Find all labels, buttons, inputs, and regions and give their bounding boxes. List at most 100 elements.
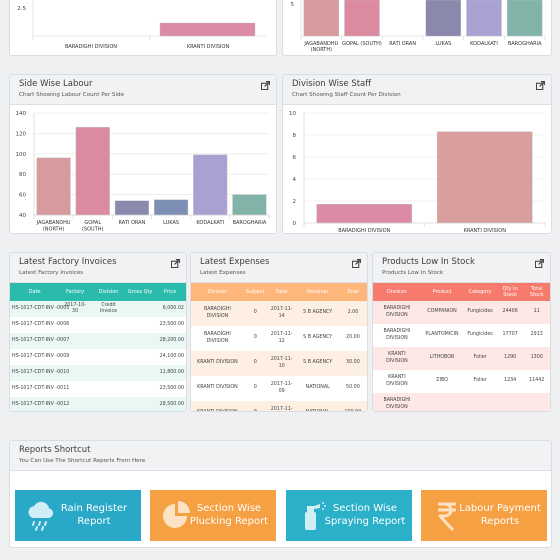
labour-payment-report-button[interactable]: Labour Payment Reports [421,490,547,541]
table-cell: 0 [244,401,267,411]
bar[interactable] [114,200,149,216]
table-row[interactable]: BARADIGHI DIVISION PLANTOMICIN Fungicides 1… [373,324,550,347]
table-row[interactable]: BARADIGHI DIVISION COMPANION Fungicides 244… [373,301,550,324]
table-row[interactable]: HS-1017-CDT-INV -0006 23,500.00 [10,317,186,333]
table-cell: Fungicides [467,332,493,338]
external-link-icon[interactable] [171,259,180,268]
top-right-chart-panel: 5 JAGABANDHU (NORTH) GOPAL (SOUTH) RATI ORAN… [282,0,552,56]
x-tick-label: BARADIGHI DIVISION [65,44,117,50]
table-row[interactable]: KRANTI DIVISION 0 2017-11- 09 NATIONAL 50.00 [191,376,367,401]
column-header[interactable]: Subject [245,289,265,295]
table-cell [126,397,154,411]
table-row[interactable]: BARADIGHI DIVISION [373,393,550,411]
x-tick-label: JAGABANDHU [36,220,71,226]
table-cell: HS-1017-CDT-INV -0005 [12,305,70,311]
bar[interactable] [193,154,228,216]
table-row[interactable]: HS-1017-CDT-INV -0005 2017-10-30 Credit In… [10,301,186,317]
rupee-icon [438,502,456,532]
low-stock-panel: Products Low In Stock Products Low In St… [372,252,551,412]
column-header[interactable]: Date [28,289,41,295]
column-header[interactable]: Division [386,289,407,295]
column-header[interactable]: Total [347,289,359,295]
column-header[interactable]: Qty In Stock [502,286,518,298]
table-cell: BARADIGHI DIVISION [203,307,231,319]
bar[interactable] [232,194,267,216]
panel-title: Latest Expenses [200,257,270,267]
shortcut-label: Rain Register Report [60,503,128,527]
table-cell: BARADIGHI DIVISION [383,398,411,410]
table-cell: 23,500.00 [159,321,184,327]
table-row[interactable]: KRANTI DIVISION LITHOBOR Folier 1290 1300 [373,347,550,370]
column-header[interactable]: Division [98,289,119,295]
external-link-icon[interactable] [536,81,545,90]
y-tick-label: 80 [19,172,26,178]
bar[interactable] [316,204,413,224]
column-header[interactable]: Gross Qty [127,289,153,295]
panel-subtitle: Latest Factory Invoices [19,270,84,276]
y-tick-label: 2.5 [17,6,26,12]
table-cell: KRANTI DIVISION [386,352,408,364]
panel-title: Latest Factory Invoices [19,257,117,267]
table-row[interactable]: BARADIGHI DIVISION 0 2017-11- 12 S B AGENCY… [191,326,367,351]
column-header[interactable]: Date [275,289,288,295]
table-cell: 2017-11- 07 [270,407,293,412]
bar[interactable] [466,0,502,37]
top-left-chart: 3 2.5 BARADIGHI DIVISION KRANTI DIVISION [17,0,266,50]
rain-register-report-button[interactable]: Rain Register Report [15,490,141,541]
bar[interactable] [506,0,543,37]
external-link-icon[interactable] [352,259,361,268]
external-link-icon[interactable] [261,81,270,90]
table-cell: HS-1017-CDT-INV -0010 [12,369,70,375]
bar[interactable] [36,157,71,216]
column-header[interactable]: Division [207,289,228,295]
table-row[interactable]: HS-1017-CDT-INV -0007 28,200.00 [10,333,186,349]
table-cell: 1234 [504,378,517,384]
table-row[interactable]: HS-1017-CDT-INV -0011 23,500.00 [10,381,186,397]
table-row[interactable]: HS-1017-CDT-INV -0012 28,500.00 [10,397,186,411]
x-tick-label: RATI ORAN [119,220,146,226]
invoices-table: Date Factory Division Gross Qty Price HS-101… [10,283,186,411]
table-cell: NATIONAL [297,401,339,411]
external-link-icon[interactable] [535,259,544,268]
side-wise-labour-panel: Side Wise Labour Chart Showing Labour Co… [9,74,277,234]
table-cell [126,381,154,397]
y-tick-label: 0 [293,221,297,227]
bar[interactable] [344,0,380,37]
column-header[interactable]: Product [432,289,452,295]
table-row[interactable]: HS-1017-CDT-INV -0009 24,100.00 [10,349,186,365]
column-header[interactable]: Total Stock [529,286,544,298]
bar[interactable] [303,0,340,37]
y-tick-label: 60 [19,193,26,199]
table-row[interactable]: KRANTI DIVISION 0 2017-11- 10 S B AGENCY 30.… [191,351,367,376]
bar[interactable] [436,131,533,224]
plucking-report-button[interactable]: Section Wise Plucking Report [150,490,276,541]
column-header[interactable]: Receiver [306,289,329,295]
panel-title: Reports Shortcut [19,445,91,455]
table-row[interactable]: HS-1017-CDT-INV -0010 11,800.00 [10,365,186,381]
table-cell [91,397,126,411]
column-header[interactable]: Category [468,289,492,295]
y-tick-label: 10 [289,111,296,117]
column-header[interactable]: Factory [65,289,85,295]
spraying-report-button[interactable]: Section Wise Spraying Report [286,490,412,541]
bar[interactable] [154,199,189,216]
panel-title: Division Wise Staff [292,79,372,89]
table-cell: 1290 [504,355,517,361]
panel-header: Side Wise Labour Chart Showing Labour Co… [10,75,276,105]
table-cell: 2017-11- 10 [270,357,293,369]
table-cell [421,393,463,411]
panel-header: Reports Shortcut You Can Use The Shortcu… [10,441,551,471]
table-row[interactable]: BARADIGHI DIVISION 0 2017-11- 14 S B AGENCY… [191,301,367,326]
bar[interactable] [75,127,110,216]
table-cell [91,365,126,381]
table-row[interactable]: KRANTI DIVISION ZIBO Folier 1234 11442 [373,370,550,393]
table-cell: 24,100.00 [159,353,184,359]
bar[interactable] [159,22,256,37]
table-cell: S B AGENCY [303,360,333,366]
table-cell: 0 [253,360,257,366]
bar[interactable] [425,0,462,37]
table-cell [126,349,154,365]
column-header[interactable]: Price [164,289,177,295]
y-tick-label: 5 [291,2,295,8]
